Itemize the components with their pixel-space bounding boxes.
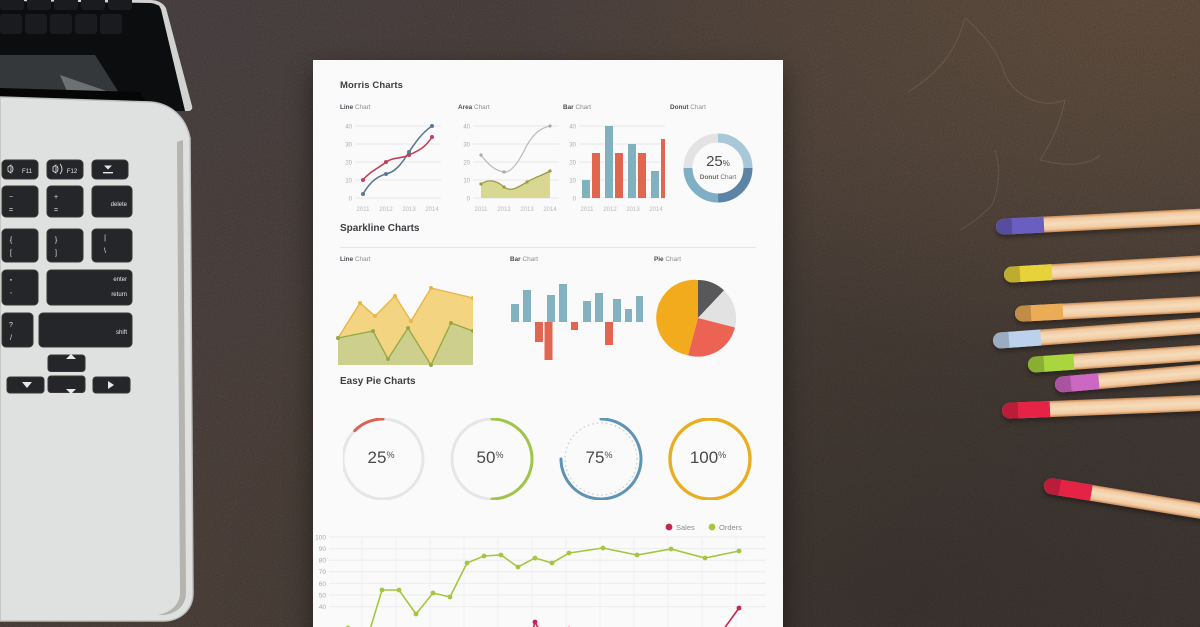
- svg-text:/: /: [10, 335, 12, 342]
- svg-text:]: ]: [55, 250, 57, 257]
- svg-text:=: =: [54, 207, 58, 214]
- svg-text:': ': [10, 292, 11, 299]
- svg-text:delete: delete: [111, 202, 128, 208]
- svg-text:−: −: [9, 194, 13, 201]
- svg-text:return: return: [111, 292, 127, 298]
- svg-text:F12: F12: [67, 169, 78, 175]
- svg-text:enter: enter: [113, 277, 127, 283]
- svg-text:+: +: [54, 194, 58, 201]
- svg-text:?: ?: [9, 322, 13, 329]
- svg-text:|: |: [104, 235, 106, 242]
- svg-text:[: [: [10, 250, 12, 257]
- svg-text:\: \: [104, 248, 106, 255]
- svg-text:F11: F11: [22, 169, 33, 175]
- svg-text:shift: shift: [116, 330, 127, 336]
- svg-text:=: =: [9, 207, 13, 214]
